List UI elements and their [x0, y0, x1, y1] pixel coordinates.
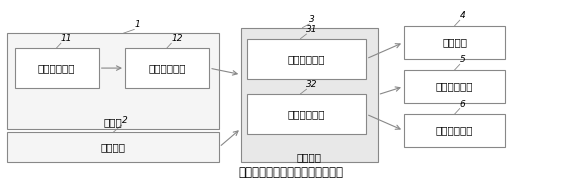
Text: 储存模块: 储存模块 — [297, 152, 322, 162]
Text: 基于层次用户分类的资源分配装置: 基于层次用户分类的资源分配装置 — [238, 166, 343, 179]
Text: 6: 6 — [460, 100, 465, 109]
Bar — [404, 26, 505, 59]
Bar — [125, 48, 209, 88]
Text: 预警模块: 预警模块 — [442, 37, 467, 47]
Bar — [247, 94, 366, 134]
Bar — [247, 39, 366, 79]
Text: 判断模块: 判断模块 — [101, 142, 125, 152]
Text: 第一储存单元: 第一储存单元 — [288, 54, 325, 64]
Text: 5: 5 — [460, 55, 465, 64]
Text: 12: 12 — [171, 34, 183, 43]
Bar — [404, 114, 505, 147]
Text: 第一删除模块: 第一删除模块 — [436, 82, 474, 91]
Text: 1: 1 — [134, 20, 140, 29]
Bar — [241, 28, 378, 162]
Text: 2: 2 — [121, 116, 127, 125]
Text: 11: 11 — [61, 34, 73, 43]
Text: 31: 31 — [307, 25, 318, 34]
Text: 第一获取单元: 第一获取单元 — [38, 63, 76, 73]
Text: 第二获取单元: 第二获取单元 — [148, 63, 186, 73]
Text: 第二储存单元: 第二储存单元 — [288, 109, 325, 119]
Text: 4: 4 — [460, 11, 465, 20]
Text: 客户端: 客户端 — [103, 117, 123, 127]
Bar — [15, 48, 99, 88]
Bar — [404, 70, 505, 103]
Text: 32: 32 — [307, 80, 318, 89]
Text: 3: 3 — [309, 15, 315, 24]
Text: 第二删除模块: 第二删除模块 — [436, 126, 474, 136]
Bar — [7, 132, 219, 162]
Bar — [7, 33, 219, 129]
